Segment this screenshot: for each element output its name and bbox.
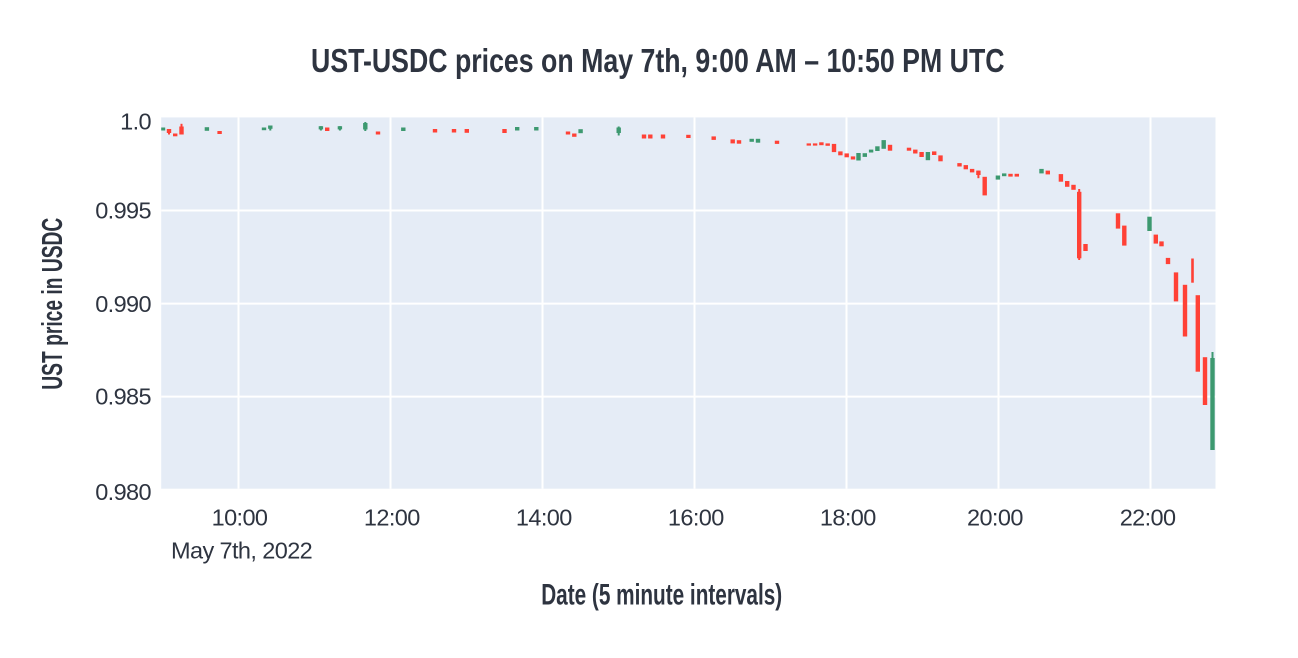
svg-text:12:00: 12:00 [364, 505, 420, 531]
svg-text:0.985: 0.985 [95, 384, 151, 410]
svg-text:0.990: 0.990 [95, 291, 151, 317]
svg-text:16:00: 16:00 [668, 505, 724, 531]
svg-text:Date (5 minute intervals): Date (5 minute intervals) [541, 579, 782, 612]
svg-text:1.0: 1.0 [120, 109, 151, 135]
svg-text:UST-USDC prices on May 7th, 9:: UST-USDC prices on May 7th, 9:00 AM – 10… [311, 42, 1005, 79]
svg-text:UST price in USDC: UST price in USDC [37, 218, 69, 390]
svg-text:10:00: 10:00 [212, 505, 268, 531]
svg-text:May 7th, 2022: May 7th, 2022 [171, 538, 312, 564]
svg-text:22:00: 22:00 [1120, 505, 1176, 531]
svg-text:18:00: 18:00 [820, 505, 876, 531]
svg-text:20:00: 20:00 [967, 505, 1023, 531]
svg-text:0.995: 0.995 [95, 198, 151, 224]
svg-text:14:00: 14:00 [516, 505, 572, 531]
svg-text:0.980: 0.980 [95, 479, 151, 505]
